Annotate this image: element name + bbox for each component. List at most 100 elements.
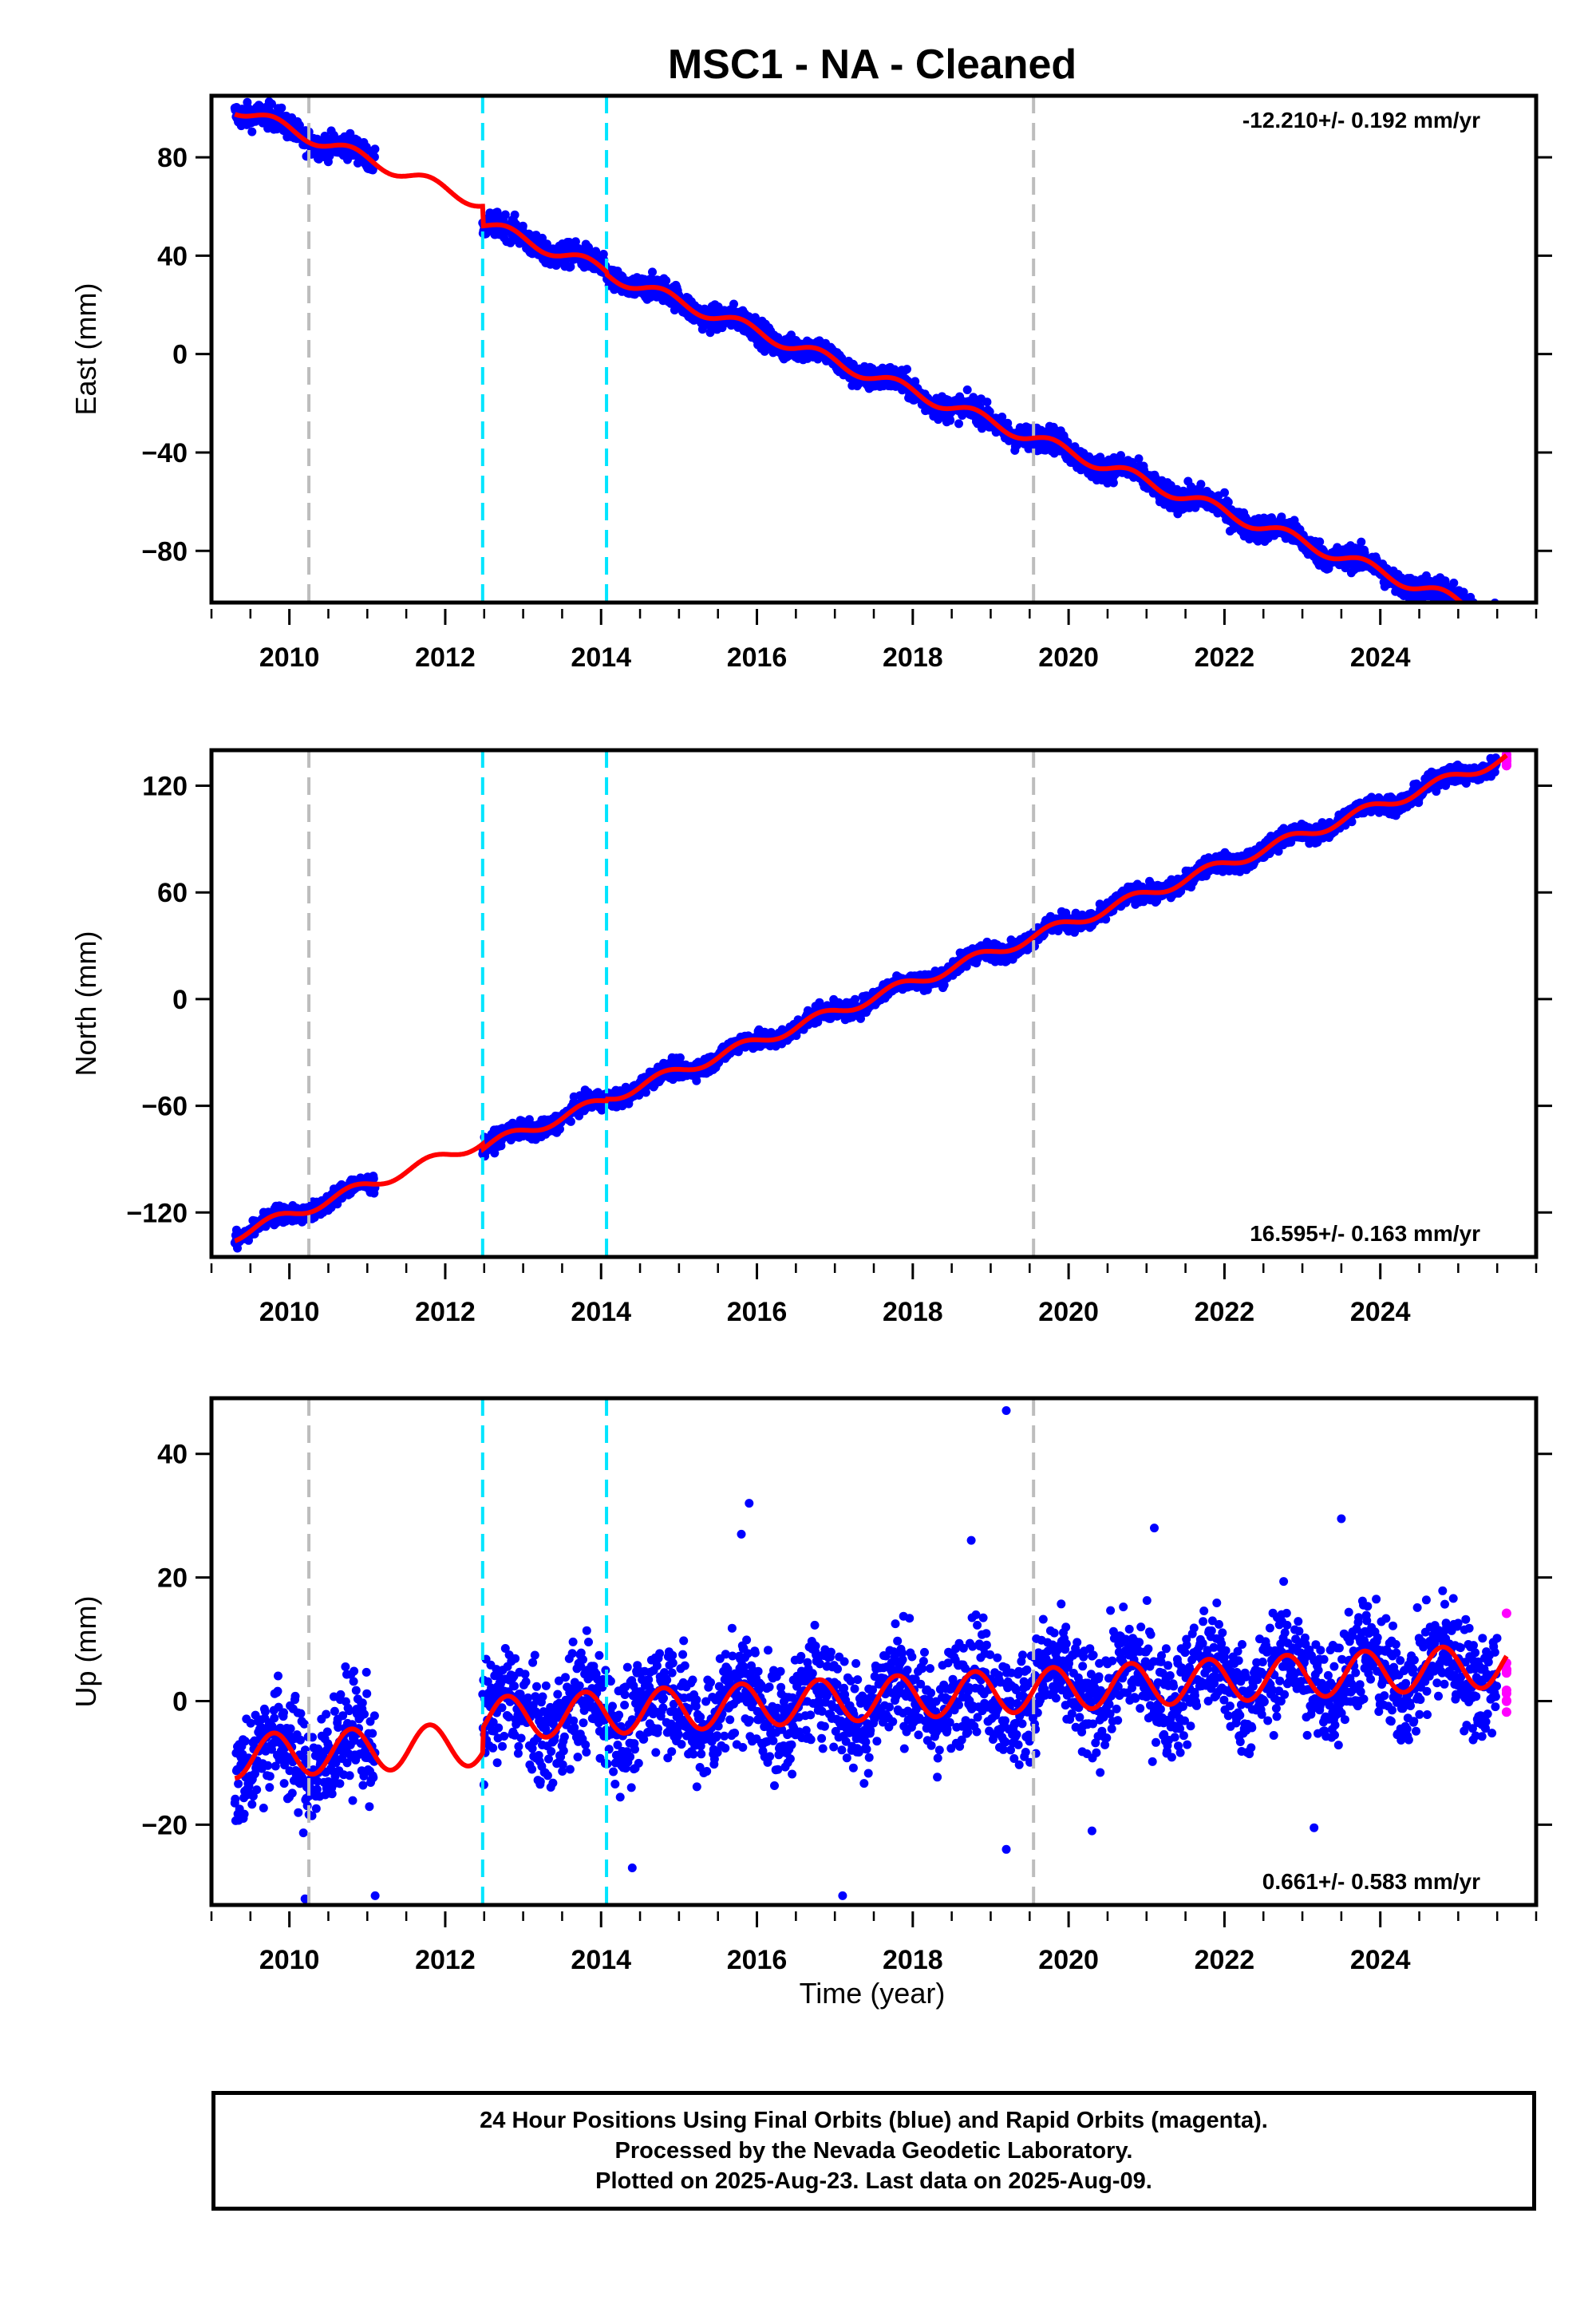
rapid-orbit-point <box>1502 617 1511 626</box>
final-orbit-point <box>1488 616 1497 625</box>
final-orbit-point <box>1482 625 1491 634</box>
final-orbit-point <box>1487 609 1496 618</box>
rate-label: -12.210+/- 0.192 mm/yr <box>1242 108 1480 132</box>
final-orbit-point <box>1470 611 1479 620</box>
final-orbit-point <box>1476 611 1484 619</box>
final-orbit-point <box>500 210 510 219</box>
final-orbit-point <box>370 144 380 154</box>
y-tick-label: −40 <box>141 438 188 468</box>
final-orbit-point <box>1473 604 1482 613</box>
final-orbit-point <box>1477 622 1486 631</box>
final-orbit-point <box>1483 610 1492 619</box>
panels: 2010 2012 2014 2016 2018 2020 2022 2024−80−4004… <box>69 93 1552 1975</box>
y-tick-label: 0 <box>172 340 188 370</box>
y-axis-title: East (mm) <box>69 283 102 416</box>
final-orbit-point <box>903 365 911 374</box>
final-orbit-point <box>267 99 276 109</box>
final-orbit-point <box>1486 611 1495 620</box>
panel-east: 2010 2012 2014 2016 2018 2020 2022 2024−80−4004… <box>69 93 1552 673</box>
final-orbit-point <box>510 210 519 219</box>
final-orbit-point <box>1476 615 1484 623</box>
final-orbit-point <box>1487 622 1496 631</box>
final-orbit-point <box>1459 587 1468 597</box>
final-orbit-point <box>1108 478 1118 488</box>
final-orbit-point <box>1472 611 1480 619</box>
final-orbit-point <box>692 1076 701 1085</box>
x-tick-label: 2012 <box>415 642 476 673</box>
model-fit-line <box>234 112 1465 603</box>
final-orbit-point <box>1468 604 1477 613</box>
final-orbit-point <box>705 328 715 338</box>
final-orbit-point <box>1468 608 1476 617</box>
final-orbit-point <box>1490 619 1499 627</box>
final-orbit-point <box>518 221 527 231</box>
final-orbit-point <box>954 419 963 429</box>
final-orbit-point <box>1101 915 1111 924</box>
final-orbit-point <box>1480 622 1489 630</box>
final-orbit-point <box>1472 612 1481 621</box>
rapid-orbit-point <box>1502 613 1511 622</box>
final-orbit-point <box>490 1148 500 1158</box>
final-orbit-point <box>1491 614 1499 622</box>
rapid-orbit-point <box>1502 608 1511 618</box>
final-orbit-point <box>1483 615 1491 623</box>
final-orbit-point <box>1220 488 1229 497</box>
rapid-orbit-point <box>1502 613 1511 622</box>
final-orbit-point <box>1116 451 1125 460</box>
final-orbit-point <box>1484 608 1493 617</box>
x-tick-label: 2010 <box>259 642 320 673</box>
final-orbit-point <box>1481 620 1490 629</box>
final-orbit-point <box>571 237 580 247</box>
final-orbit-point <box>1471 619 1479 628</box>
final-orbit-point <box>1479 621 1487 630</box>
final-orbit-point <box>662 276 671 286</box>
final-orbit-point <box>946 416 955 425</box>
rapid-orbit-point <box>1502 619 1511 629</box>
rapid-orbit-point <box>1502 613 1511 622</box>
final-orbit-point <box>1493 622 1502 631</box>
final-orbit-point <box>1471 619 1479 628</box>
final-orbit-point <box>1483 617 1491 626</box>
x-tick-label: 2014 <box>571 642 631 673</box>
final-orbit-point <box>1487 622 1495 631</box>
y-tick-label: 80 <box>157 143 188 173</box>
final-orbit-point <box>277 103 286 113</box>
final-orbit-point <box>962 385 972 394</box>
final-orbit-point <box>1473 613 1482 622</box>
final-orbit-point <box>1452 605 1461 614</box>
y-tick-label: −80 <box>141 536 188 567</box>
y-tick-label: 40 <box>157 241 188 271</box>
final-orbit-point <box>1465 611 1474 620</box>
final-orbit-point <box>1485 611 1494 619</box>
final-orbit-point <box>1464 613 1473 622</box>
x-tick-label: 2022 <box>1195 642 1255 673</box>
final-orbit-point <box>648 267 657 277</box>
final-orbit-point <box>1476 621 1485 630</box>
final-orbit-point <box>911 377 920 386</box>
final-orbit-point <box>1274 847 1283 856</box>
final-orbit-point <box>939 980 949 990</box>
final-orbit-point <box>1440 576 1450 586</box>
final-orbit-point <box>641 1088 650 1097</box>
final-orbit-point <box>1461 608 1470 617</box>
final-orbit-point <box>1479 615 1488 623</box>
final-orbit-point <box>1357 537 1366 547</box>
final-orbit-point <box>1464 603 1472 612</box>
final-orbit-point <box>247 127 257 136</box>
x-tick-label: 2018 <box>883 642 943 673</box>
final-orbit-point <box>1464 612 1472 621</box>
x-tick-label: 2020 <box>1038 642 1099 673</box>
final-orbit-point <box>1223 497 1233 507</box>
final-orbit-point <box>1196 480 1206 489</box>
final-orbit-point <box>1489 626 1498 634</box>
final-orbit-point <box>1488 615 1497 623</box>
final-orbit-point <box>1485 609 1494 618</box>
final-orbit-point <box>1482 608 1491 617</box>
final-orbit-point <box>555 1124 564 1134</box>
final-orbit-point <box>1478 608 1487 617</box>
final-orbit-point <box>1476 615 1485 624</box>
plot-frame <box>209 93 1539 605</box>
final-orbit-point <box>566 1117 575 1126</box>
final-orbit-point <box>1481 623 1490 632</box>
x-tick-label: 2024 <box>1350 642 1411 673</box>
